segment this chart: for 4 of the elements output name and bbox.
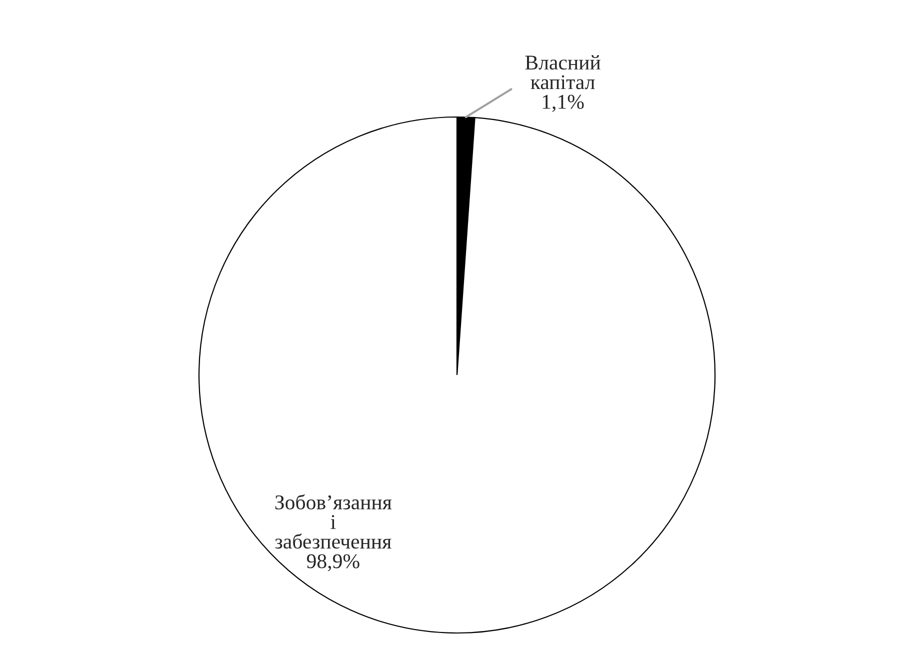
data-label: 1,1% [542, 94, 584, 112]
slice-label: Власний капітал [525, 55, 600, 90]
slice-label: Зобов’язання і забезпечення [275, 494, 392, 549]
data-label: 98,9% [306, 554, 360, 572]
